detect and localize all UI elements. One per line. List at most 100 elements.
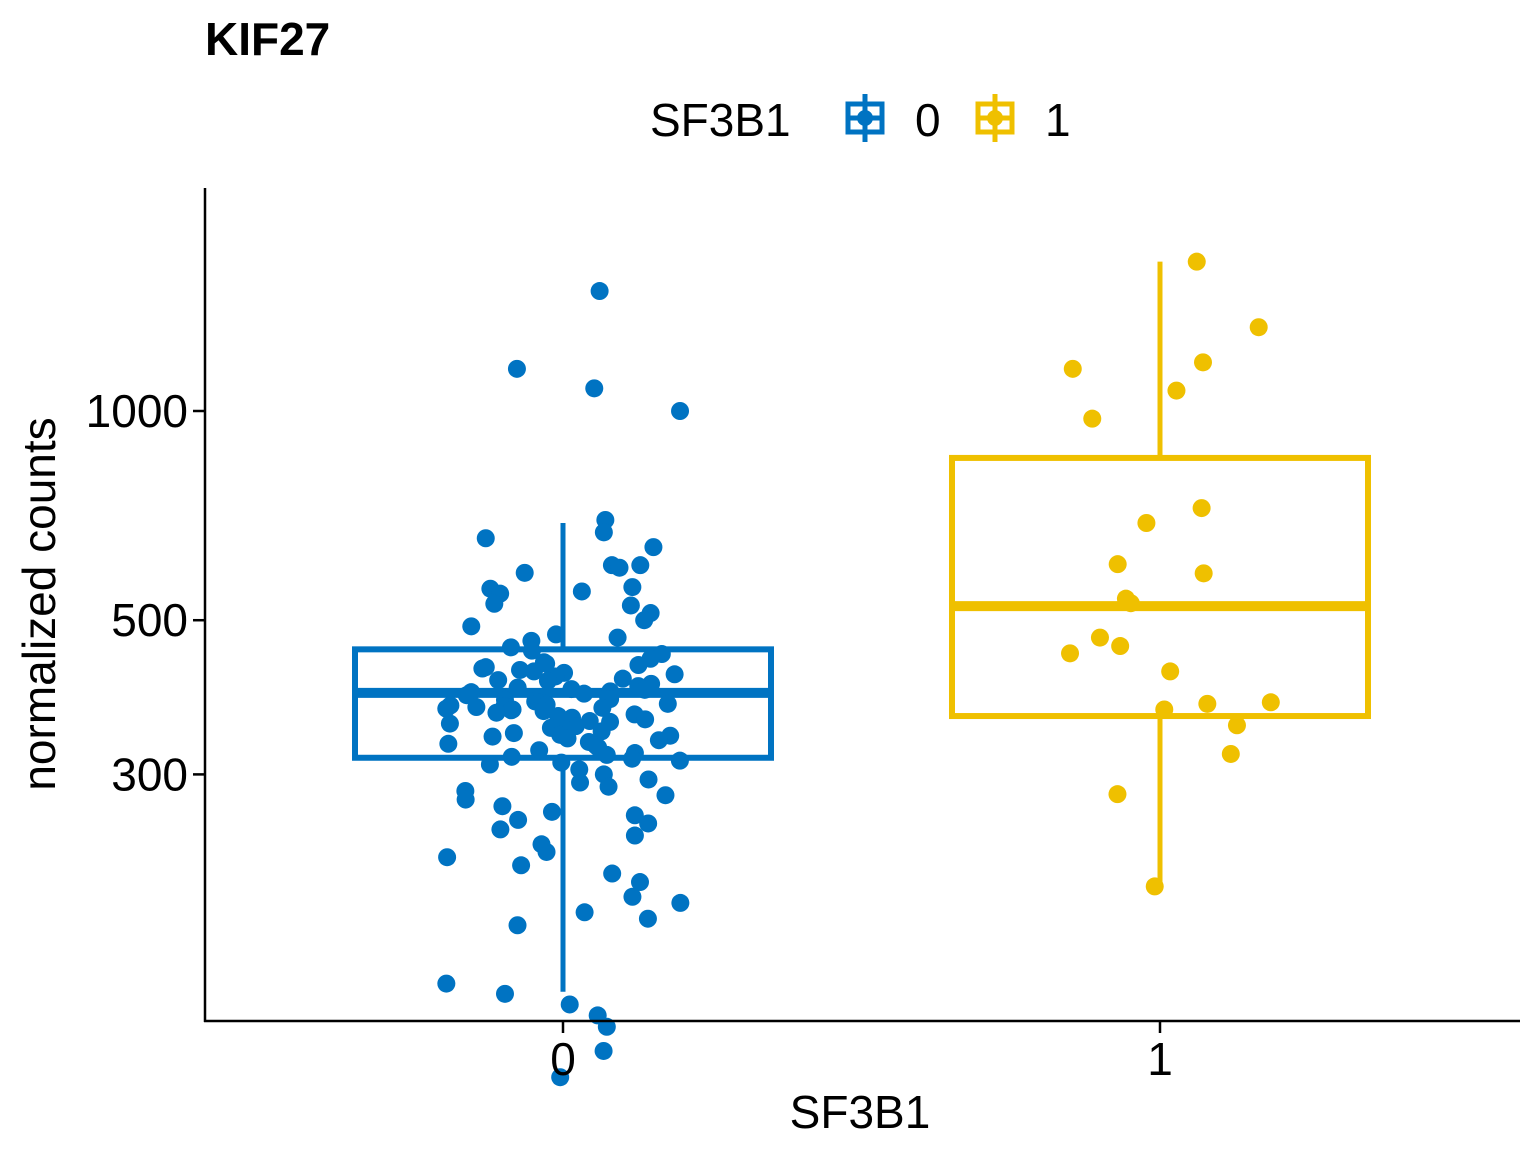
data-point — [485, 594, 504, 613]
data-point — [610, 558, 629, 577]
y-tick-label: 300 — [111, 748, 188, 800]
data-point — [1193, 353, 1212, 372]
x-tick-label: 1 — [1147, 1033, 1173, 1085]
data-point — [552, 753, 571, 772]
legend-key-point — [987, 110, 1003, 126]
data-point — [509, 810, 528, 829]
data-point — [570, 760, 589, 779]
data-point — [1083, 409, 1102, 428]
data-point — [594, 523, 613, 542]
data-point — [515, 563, 534, 582]
data-point — [439, 734, 458, 753]
data-point — [437, 974, 456, 993]
y-tick-label: 1000 — [86, 385, 188, 437]
data-point — [631, 556, 650, 575]
data-point — [507, 359, 526, 378]
data-point — [437, 699, 456, 718]
data-point — [636, 710, 655, 729]
data-point — [495, 984, 514, 1003]
data-point — [1063, 359, 1082, 378]
y-tick-label: 500 — [111, 594, 188, 646]
y-axis: 300 500 1000 — [86, 188, 207, 1022]
points-layer — [437, 252, 1280, 1087]
data-point — [467, 698, 486, 717]
data-point — [575, 684, 594, 703]
data-point — [534, 702, 553, 721]
data-point — [551, 1068, 570, 1087]
data-point — [671, 893, 690, 912]
data-point — [524, 662, 543, 681]
data-point — [575, 903, 594, 922]
data-point — [502, 701, 521, 720]
data-point — [547, 625, 566, 644]
data-point — [658, 694, 677, 713]
data-point — [537, 842, 556, 861]
data-point — [638, 909, 657, 928]
legend-entry-1: 1 — [975, 94, 1071, 146]
data-point — [671, 402, 690, 420]
data-point — [623, 887, 642, 906]
data-point — [1145, 877, 1164, 896]
box-group-1 — [949, 261, 1371, 888]
data-point — [635, 611, 654, 630]
data-point — [502, 747, 521, 766]
box — [949, 454, 1371, 720]
data-point — [629, 656, 648, 675]
data-point — [1194, 564, 1213, 583]
data-point — [1090, 628, 1109, 647]
data-point — [572, 582, 591, 601]
data-point — [585, 379, 604, 398]
data-point — [665, 665, 684, 684]
y-ticks: 300 500 1000 — [86, 385, 205, 800]
data-point — [639, 770, 658, 789]
data-point — [594, 1041, 613, 1060]
data-point — [621, 596, 640, 615]
data-point — [493, 797, 512, 816]
data-point — [623, 749, 642, 768]
y-axis-label: normalized counts — [13, 417, 65, 790]
legend-entry-0: 0 — [845, 94, 941, 146]
data-point — [1198, 694, 1217, 713]
data-point — [491, 820, 510, 839]
legend-label: 1 — [1045, 94, 1071, 146]
data-point — [597, 1017, 616, 1036]
data-point — [1192, 499, 1211, 518]
data-point — [639, 814, 658, 833]
data-point — [625, 826, 644, 845]
data-point — [1108, 555, 1127, 574]
data-point — [1167, 381, 1186, 400]
data-point — [1187, 252, 1206, 271]
data-point — [508, 678, 527, 697]
data-point — [489, 671, 508, 690]
data-point — [462, 617, 481, 636]
data-point — [603, 864, 622, 883]
data-point — [1155, 700, 1174, 719]
data-point — [590, 282, 609, 301]
data-point — [456, 790, 475, 809]
legend-label: 0 — [915, 94, 941, 146]
data-point — [530, 741, 549, 760]
data-point — [504, 724, 523, 743]
data-point — [571, 773, 590, 792]
data-point — [599, 777, 618, 796]
data-point — [623, 578, 642, 597]
data-point — [625, 806, 644, 825]
data-point — [560, 995, 579, 1014]
data-point — [649, 731, 668, 750]
data-point — [1261, 693, 1280, 712]
chart-title: KIF27 — [205, 13, 330, 65]
data-point — [1061, 644, 1080, 663]
data-point — [635, 680, 654, 699]
data-point — [508, 916, 527, 935]
data-point — [580, 712, 599, 731]
data-point — [630, 873, 649, 892]
data-point — [542, 802, 561, 821]
data-point — [487, 703, 506, 722]
data-point — [473, 659, 492, 678]
x-tick-label: 0 — [550, 1033, 576, 1085]
